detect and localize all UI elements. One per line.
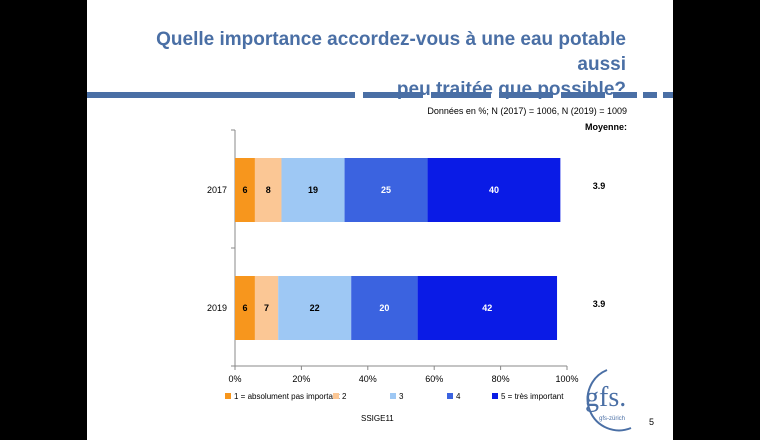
bar-segment — [417, 276, 558, 340]
bar-segment — [278, 276, 352, 340]
legend-swatch — [492, 393, 498, 399]
data-label: 25 — [381, 185, 391, 195]
data-label: 7 — [264, 303, 269, 313]
data-note: Données en %; N (2017) = 1006, N (2019) … — [427, 106, 627, 116]
bar-segment — [351, 276, 418, 340]
data-label: 40 — [489, 185, 499, 195]
bar-segment — [281, 158, 345, 222]
mean-header: Moyenne: — [585, 122, 627, 132]
page-number: 5 — [648, 417, 654, 427]
data-label: 6 — [242, 185, 247, 195]
mean-value: 3.9 — [593, 299, 606, 309]
title-divider — [87, 92, 673, 98]
legend-label: 3 — [399, 392, 404, 401]
legend-swatch — [447, 393, 453, 399]
legend-label: 2 — [342, 392, 347, 401]
data-label: 19 — [308, 185, 318, 195]
x-tick-label: 40% — [359, 374, 377, 384]
legend-label: 4 — [456, 392, 461, 401]
x-tick-label: 60% — [425, 374, 443, 384]
data-label: 22 — [310, 303, 320, 313]
legend-swatch — [333, 393, 339, 399]
bar-segment — [254, 158, 282, 222]
data-label: 20 — [379, 303, 389, 313]
mean-value: 3.9 — [593, 181, 606, 191]
gfs-logo: gfs. gfs-zürich — [585, 369, 632, 432]
data-label: 8 — [266, 185, 271, 195]
svg-text:gfs-zürich: gfs-zürich — [599, 416, 625, 422]
bar-segment — [235, 158, 255, 222]
bar-segment — [344, 158, 428, 222]
x-tick-label: 0% — [228, 374, 241, 384]
data-label: 42 — [482, 303, 492, 313]
x-tick-label: 20% — [292, 374, 310, 384]
x-tick-label: 100% — [555, 374, 578, 384]
bar-segment — [235, 276, 255, 340]
legend-swatch — [225, 393, 231, 399]
slide: Quelle importance accordez-vous à une ea… — [87, 0, 673, 440]
category-label: 2019 — [207, 303, 227, 313]
svg-text:gfs.: gfs. — [585, 382, 626, 413]
bar-segment — [254, 276, 279, 340]
category-label: 2017 — [207, 185, 227, 195]
legend-label: 1 = absolument pas important — [234, 392, 340, 401]
bar-segment — [427, 158, 561, 222]
data-label: 6 — [242, 303, 247, 313]
legend-label: 5 = très important — [501, 392, 564, 401]
title-line-1: Quelle importance accordez-vous à une ea… — [156, 29, 626, 75]
x-tick-label: 80% — [492, 374, 510, 384]
legend-swatch — [390, 393, 396, 399]
stacked-bar-chart: 0% 20% 40% 60% 80% 100% 2017 6 8 19 25 40 3.9 2019 6 7 2… — [207, 122, 627, 401]
slide-reference: SSIGE11 — [361, 414, 394, 423]
